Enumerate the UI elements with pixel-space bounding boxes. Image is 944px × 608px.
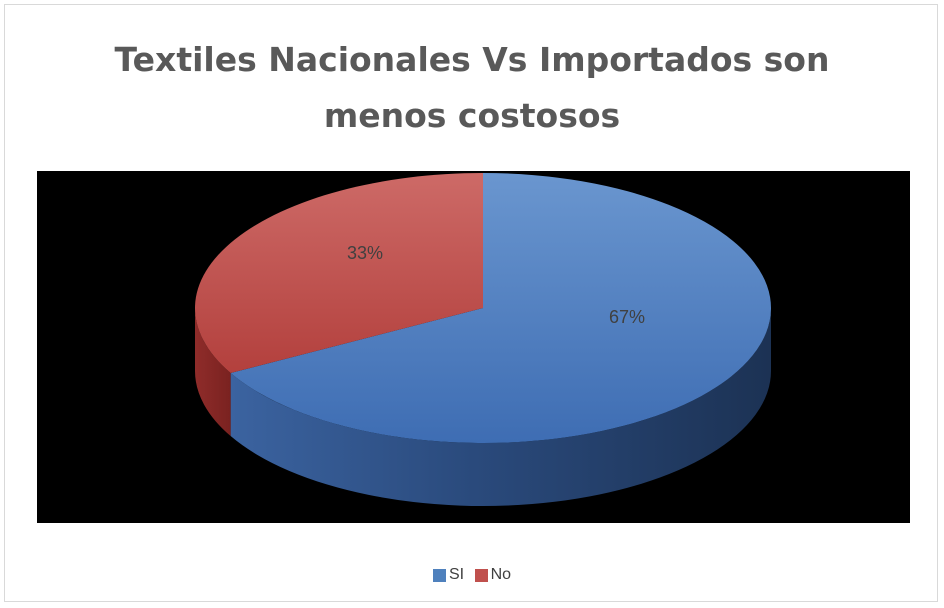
slice-no xyxy=(195,173,484,374)
legend-item-no: No xyxy=(474,566,512,584)
legend-label-no: No xyxy=(490,566,512,583)
chart-title: Textiles Nacionales Vs Importados son me… xyxy=(0,32,944,144)
data-label-no: 33% xyxy=(347,243,383,263)
pie-chart: 67% 33% xyxy=(195,173,772,507)
legend-swatch-no xyxy=(474,568,488,582)
legend-item-si: SI xyxy=(432,566,465,584)
legend: SI No xyxy=(0,566,944,587)
chart-title-line-2: menos costosos xyxy=(323,96,621,135)
plot-area: 67% 33% xyxy=(37,171,910,523)
slice-side-no xyxy=(195,308,231,437)
data-label-si: 67% xyxy=(609,307,645,327)
slice-side-si xyxy=(230,308,772,507)
slice-si xyxy=(230,173,772,443)
legend-swatch-si xyxy=(432,568,446,582)
legend-label-si: SI xyxy=(448,566,465,583)
chart-title-line-1: Textiles Nacionales Vs Importados son xyxy=(114,40,830,79)
